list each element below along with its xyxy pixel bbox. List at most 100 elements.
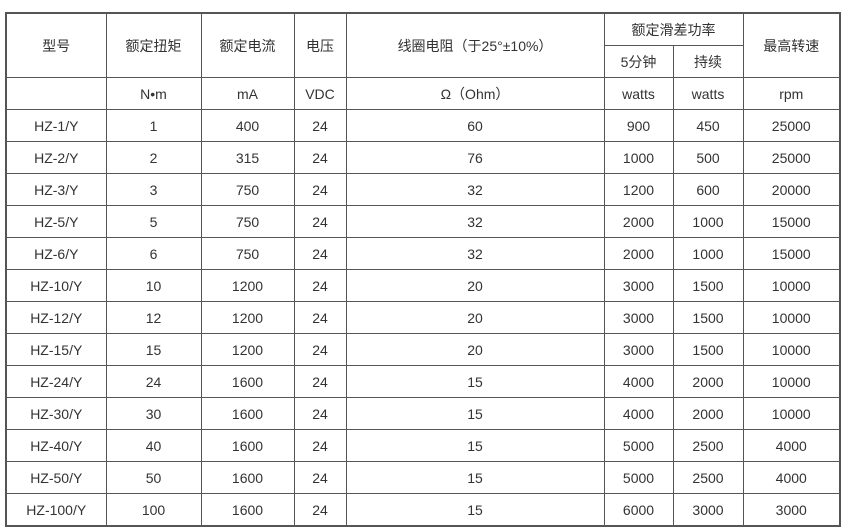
table-cell: 1000	[672, 237, 744, 270]
table-cell: 25000	[742, 141, 841, 174]
table-cell: 1600	[200, 429, 295, 462]
table-cell: 1000	[603, 141, 674, 174]
table-cell: 2000	[672, 397, 744, 430]
table-row: HZ-15/Y 15 1200 24 20 3000 1500 10000	[5, 333, 841, 366]
table-cell: HZ-6/Y	[5, 237, 107, 270]
table-cell: HZ-30/Y	[5, 397, 107, 430]
table-cell: 4000	[742, 461, 841, 494]
header-torque: 额定扭矩	[105, 12, 202, 78]
unit-cell: VDC	[293, 77, 347, 110]
unit-cell: Ω（Ohm）	[345, 77, 605, 110]
table-cell: 4000	[742, 429, 841, 462]
table-cell: 1500	[672, 269, 744, 302]
table-cell: 2500	[672, 429, 744, 462]
table-cell: HZ-12/Y	[5, 301, 107, 334]
table-cell: 2000	[603, 237, 674, 270]
table-cell: 3000	[603, 301, 674, 334]
table-cell: 15	[105, 333, 202, 366]
table-cell: 2000	[672, 365, 744, 398]
table-row: HZ-5/Y 5 750 24 32 2000 1000 15000	[5, 205, 841, 238]
table-cell: 24	[293, 141, 347, 174]
table-cell: 2500	[672, 461, 744, 494]
table-cell: 50	[105, 461, 202, 494]
header-row: 型号 额定扭矩 额定电流 电压 线圈电阻（于25°±10%） 额定滑差功率 最高…	[5, 12, 841, 78]
table-cell: 24	[293, 205, 347, 238]
table-row: HZ-24/Y 24 1600 24 15 4000 2000 10000	[5, 365, 841, 398]
table-cell: 315	[200, 141, 295, 174]
table-cell: 4000	[603, 365, 674, 398]
table-cell: 24	[293, 269, 347, 302]
table-cell: 400	[200, 109, 295, 142]
table-cell: 1600	[200, 493, 295, 527]
table-cell: 15000	[742, 237, 841, 270]
header-continuous: 持续	[672, 45, 744, 78]
table-cell: 10000	[742, 269, 841, 302]
header-subrow: 5分钟 持续	[6, 45, 840, 78]
table-cell: 3000	[603, 333, 674, 366]
table-cell: 60	[345, 109, 605, 142]
table-cell: 5	[105, 205, 202, 238]
table-cell: 1500	[672, 301, 744, 334]
table-cell: 15	[345, 461, 605, 494]
table-row: HZ-30/Y 30 1600 24 15 4000 2000 10000	[5, 397, 841, 430]
table-cell: 24	[293, 237, 347, 270]
table-cell: 15	[345, 397, 605, 430]
table-cell: 24	[293, 397, 347, 430]
table-cell: 1	[105, 109, 202, 142]
table-cell: 1600	[200, 365, 295, 398]
table-cell: 4000	[603, 397, 674, 430]
table-row: HZ-6/Y 6 750 24 32 2000 1000 15000	[5, 237, 841, 270]
table-cell: HZ-40/Y	[5, 429, 107, 462]
table-cell: 1600	[200, 461, 295, 494]
table-cell: HZ-1/Y	[5, 109, 107, 142]
table-cell: 20	[345, 301, 605, 334]
table-cell: 10000	[742, 301, 841, 334]
table-row: HZ-3/Y 3 750 24 32 1200 600 20000	[5, 173, 841, 206]
unit-cell: watts	[603, 77, 674, 110]
table-cell: 24	[293, 333, 347, 366]
header-current: 额定电流	[200, 12, 295, 78]
table-cell: 750	[200, 205, 295, 238]
table-cell: 1200	[603, 173, 674, 206]
table-cell: 2000	[603, 205, 674, 238]
table-cell: 24	[293, 173, 347, 206]
header-slip-power: 额定滑差功率	[603, 12, 744, 46]
table-cell: 15	[345, 429, 605, 462]
table-cell: 3000	[603, 269, 674, 302]
table-cell: 24	[293, 109, 347, 142]
table-cell: 3	[105, 173, 202, 206]
unit-cell: watts	[672, 77, 744, 110]
table-cell: 15	[345, 493, 605, 527]
table-cell: 25000	[742, 109, 841, 142]
table-cell: 1200	[200, 333, 295, 366]
table-cell: 100	[105, 493, 202, 527]
table-cell: HZ-15/Y	[5, 333, 107, 366]
table-row: HZ-12/Y 12 1200 24 20 3000 1500 10000	[5, 301, 841, 334]
table-cell: 10000	[742, 397, 841, 430]
header-voltage: 电压	[293, 12, 347, 78]
table-cell: 32	[345, 237, 605, 270]
table-row: HZ-100/Y 100 1600 24 15 6000 3000 3000	[5, 493, 841, 527]
table-cell: 24	[293, 429, 347, 462]
table-cell: HZ-5/Y	[5, 205, 107, 238]
table-row: HZ-1/Y 1 400 24 60 900 450 25000	[5, 109, 841, 142]
table-cell: 20	[345, 269, 605, 302]
units-model-blank	[5, 77, 107, 110]
table-cell: 5000	[603, 429, 674, 462]
table-cell: 1500	[672, 333, 744, 366]
table-cell: 24	[293, 493, 347, 527]
table-cell: 2	[105, 141, 202, 174]
table-cell: 5000	[603, 461, 674, 494]
header-resistance: 线圈电阻（于25°±10%）	[345, 12, 605, 78]
table-cell: 1200	[200, 269, 295, 302]
table-cell: HZ-10/Y	[5, 269, 107, 302]
table-cell: 24	[293, 365, 347, 398]
table-cell: HZ-24/Y	[5, 365, 107, 398]
table-row: HZ-40/Y 40 1600 24 15 5000 2500 4000	[5, 429, 841, 462]
unit-cell: N•m	[105, 77, 202, 110]
unit-cell: rpm	[742, 77, 841, 110]
table-row: HZ-2/Y 2 315 24 76 1000 500 25000	[5, 141, 841, 174]
table-cell: 32	[345, 205, 605, 238]
table-cell: 750	[200, 237, 295, 270]
table-row: HZ-50/Y 50 1600 24 15 5000 2500 4000	[5, 461, 841, 494]
